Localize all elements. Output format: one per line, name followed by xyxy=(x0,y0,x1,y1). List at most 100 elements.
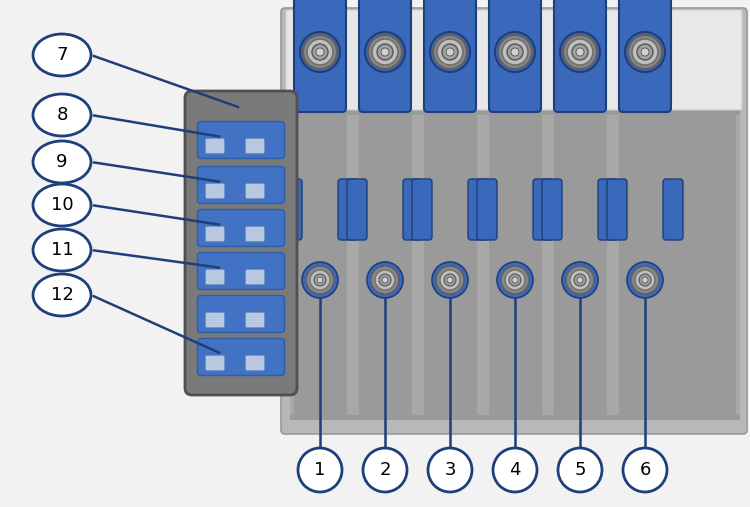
FancyBboxPatch shape xyxy=(294,0,346,112)
Circle shape xyxy=(303,35,337,69)
FancyBboxPatch shape xyxy=(197,296,284,333)
Circle shape xyxy=(382,277,388,283)
Bar xyxy=(419,115,424,415)
FancyBboxPatch shape xyxy=(197,122,284,159)
FancyBboxPatch shape xyxy=(619,0,671,112)
Circle shape xyxy=(372,39,398,65)
Circle shape xyxy=(430,32,470,72)
Bar xyxy=(550,115,554,415)
Circle shape xyxy=(497,262,533,298)
Ellipse shape xyxy=(33,229,91,271)
FancyBboxPatch shape xyxy=(424,0,476,112)
FancyBboxPatch shape xyxy=(197,166,284,203)
FancyBboxPatch shape xyxy=(185,91,297,395)
Circle shape xyxy=(436,266,464,294)
Bar xyxy=(484,115,488,415)
Bar xyxy=(416,115,419,415)
Circle shape xyxy=(444,274,456,286)
Circle shape xyxy=(558,448,602,492)
Text: 6: 6 xyxy=(639,461,651,479)
Text: 7: 7 xyxy=(56,46,68,64)
Circle shape xyxy=(632,39,658,65)
Circle shape xyxy=(635,270,655,290)
FancyBboxPatch shape xyxy=(282,179,302,240)
Text: 11: 11 xyxy=(51,241,74,259)
FancyBboxPatch shape xyxy=(468,179,488,240)
FancyBboxPatch shape xyxy=(281,8,747,434)
Circle shape xyxy=(314,274,326,286)
Circle shape xyxy=(509,274,521,286)
Circle shape xyxy=(381,48,389,56)
FancyBboxPatch shape xyxy=(359,0,411,112)
Circle shape xyxy=(637,44,653,60)
FancyBboxPatch shape xyxy=(245,355,265,371)
Bar xyxy=(610,115,614,415)
Circle shape xyxy=(312,44,328,60)
FancyBboxPatch shape xyxy=(197,339,284,376)
Text: 12: 12 xyxy=(50,286,74,304)
Circle shape xyxy=(576,48,584,56)
Circle shape xyxy=(511,48,519,56)
Bar xyxy=(412,115,416,415)
Text: 1: 1 xyxy=(314,461,326,479)
FancyBboxPatch shape xyxy=(412,179,432,240)
FancyBboxPatch shape xyxy=(663,179,683,240)
Circle shape xyxy=(365,32,405,72)
Circle shape xyxy=(433,35,467,69)
FancyBboxPatch shape xyxy=(206,138,224,154)
Bar xyxy=(355,115,358,415)
Bar xyxy=(346,115,350,415)
Circle shape xyxy=(302,262,338,298)
Ellipse shape xyxy=(33,184,91,226)
Circle shape xyxy=(628,35,662,69)
Circle shape xyxy=(367,262,403,298)
FancyBboxPatch shape xyxy=(206,184,224,199)
Ellipse shape xyxy=(33,141,91,183)
Circle shape xyxy=(625,32,665,72)
Text: 4: 4 xyxy=(509,461,520,479)
Circle shape xyxy=(641,48,649,56)
FancyBboxPatch shape xyxy=(554,0,606,112)
Circle shape xyxy=(563,35,597,69)
FancyBboxPatch shape xyxy=(533,179,553,240)
FancyBboxPatch shape xyxy=(338,179,358,240)
FancyBboxPatch shape xyxy=(542,179,562,240)
Circle shape xyxy=(375,270,395,290)
FancyBboxPatch shape xyxy=(607,179,627,240)
Circle shape xyxy=(316,48,324,56)
Circle shape xyxy=(574,274,586,286)
Circle shape xyxy=(306,266,334,294)
Circle shape xyxy=(572,44,588,60)
Circle shape xyxy=(300,32,340,72)
Ellipse shape xyxy=(33,34,91,76)
Circle shape xyxy=(502,39,528,65)
Circle shape xyxy=(428,448,472,492)
FancyBboxPatch shape xyxy=(245,138,265,154)
Bar xyxy=(614,115,619,415)
Circle shape xyxy=(437,39,463,65)
Circle shape xyxy=(562,262,598,298)
FancyBboxPatch shape xyxy=(477,179,497,240)
Circle shape xyxy=(298,448,342,492)
Circle shape xyxy=(440,270,460,290)
Circle shape xyxy=(447,277,453,283)
Circle shape xyxy=(495,32,535,72)
Bar xyxy=(481,115,484,415)
Text: 3: 3 xyxy=(444,461,456,479)
Circle shape xyxy=(379,274,391,286)
Circle shape xyxy=(627,262,663,298)
Circle shape xyxy=(493,448,537,492)
Circle shape xyxy=(560,32,600,72)
Circle shape xyxy=(498,35,532,69)
FancyBboxPatch shape xyxy=(206,227,224,241)
FancyBboxPatch shape xyxy=(598,179,618,240)
FancyBboxPatch shape xyxy=(286,10,742,110)
Circle shape xyxy=(368,35,402,69)
Circle shape xyxy=(567,39,593,65)
Ellipse shape xyxy=(33,94,91,136)
FancyBboxPatch shape xyxy=(489,0,541,112)
FancyBboxPatch shape xyxy=(206,312,224,328)
Circle shape xyxy=(631,266,659,294)
Bar xyxy=(542,115,545,415)
Bar xyxy=(350,115,355,415)
